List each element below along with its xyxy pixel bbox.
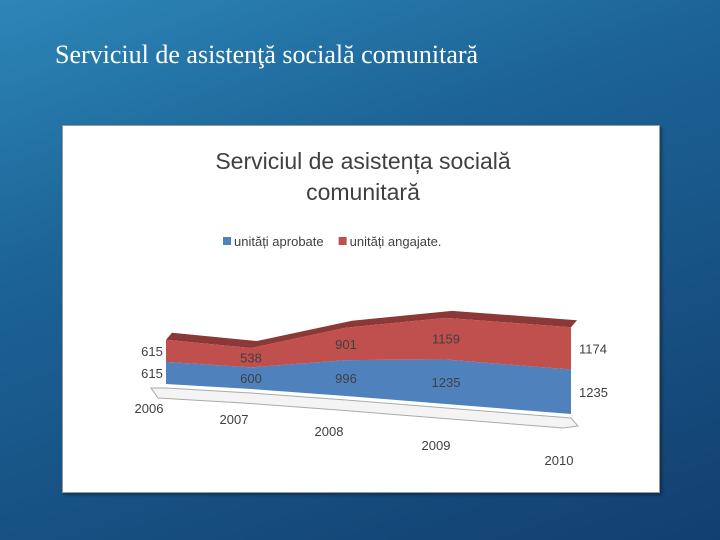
chart: 615 600 996 1235 1235 615 538 901 1159 1174 2006 20… xyxy=(135,234,608,468)
x-tick-label: 2009 xyxy=(422,438,451,453)
chart-title: Serviciul de asistența socială comunitar… xyxy=(215,148,511,205)
area xyxy=(166,359,571,414)
data-label: 1235 xyxy=(579,385,608,400)
data-label: 901 xyxy=(335,337,357,352)
data-label: 600 xyxy=(240,371,262,386)
data-label: 996 xyxy=(335,371,357,386)
x-tick-label: 2010 xyxy=(545,453,574,468)
area-top-edge xyxy=(166,310,577,349)
x-tick-label: 2008 xyxy=(315,424,344,439)
data-label: 1174 xyxy=(579,341,607,356)
legend-swatch xyxy=(223,237,231,245)
data-label: 1159 xyxy=(432,332,460,347)
chart-box: Serviciul de asistența socială comunitar… xyxy=(62,125,660,493)
data-label: 538 xyxy=(240,351,262,366)
legend-label: unități angajate. xyxy=(350,234,442,249)
x-tick-label: 2007 xyxy=(220,412,249,427)
legend-swatch xyxy=(338,237,347,245)
data-label: 615 xyxy=(141,366,163,381)
legend-label: unități aprobate xyxy=(234,234,324,249)
x-tick-label: 2006 xyxy=(135,401,164,416)
area xyxy=(166,317,571,370)
data-label: 1235 xyxy=(432,375,461,390)
floor xyxy=(150,387,579,429)
slide-title: Serviciul de asistenţă socială comunitar… xyxy=(55,40,479,69)
data-label: 615 xyxy=(141,344,163,359)
